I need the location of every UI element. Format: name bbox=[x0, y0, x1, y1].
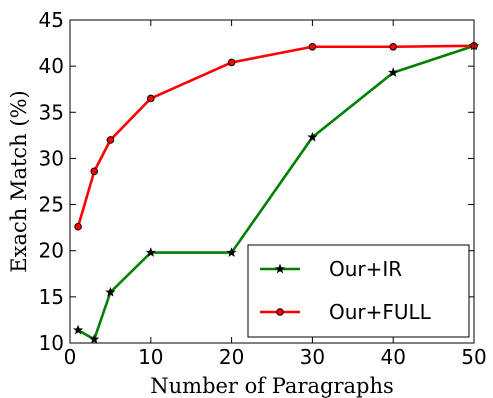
data-point bbox=[145, 247, 156, 257]
x-tick-label: 20 bbox=[219, 345, 244, 369]
series-1 bbox=[74, 42, 478, 231]
series-line bbox=[76, 44, 475, 228]
y-tick-label: 15 bbox=[39, 285, 64, 309]
legend-box bbox=[247, 244, 470, 338]
data-point bbox=[106, 136, 115, 144]
x-axis-title: Number of Paragraphs bbox=[150, 374, 394, 398]
y-tick-label: 35 bbox=[39, 100, 64, 124]
x-tick-label: 30 bbox=[300, 345, 325, 369]
y-tick-label: 30 bbox=[39, 146, 64, 170]
legend-item: Our+IR bbox=[260, 257, 402, 281]
legend-label: Our+IR bbox=[329, 257, 402, 281]
y-tick-label: 20 bbox=[39, 239, 64, 263]
legend-marker bbox=[276, 308, 284, 316]
series-line bbox=[77, 44, 475, 341]
y-tick-label: 40 bbox=[39, 54, 64, 78]
data-point bbox=[89, 333, 100, 344]
x-tick-label: 40 bbox=[380, 345, 405, 369]
data-point bbox=[90, 167, 99, 176]
y-axis-title: Exach Match (%) bbox=[7, 90, 31, 272]
data-point bbox=[389, 42, 398, 51]
series-layer bbox=[72, 40, 480, 344]
legend-marker bbox=[274, 263, 286, 274]
data-point bbox=[307, 131, 318, 142]
x-tick-label: 50 bbox=[461, 345, 486, 369]
x-tick-label: 0 bbox=[64, 345, 77, 369]
data-point bbox=[388, 67, 399, 77]
legend: Our+IR Our+FULL bbox=[247, 244, 470, 338]
data-point bbox=[227, 58, 236, 67]
legend-item: Our+FULL bbox=[260, 300, 432, 324]
data-point bbox=[226, 247, 237, 257]
y-tick-label: 25 bbox=[39, 193, 64, 217]
data-point bbox=[308, 42, 317, 51]
y-tick-label: 45 bbox=[39, 8, 64, 32]
data-point bbox=[72, 324, 84, 335]
legend-label: Our+FULL bbox=[329, 300, 432, 324]
data-point bbox=[105, 286, 116, 297]
y-tick-label: 10 bbox=[39, 331, 64, 355]
data-point bbox=[74, 222, 82, 231]
plot-frame bbox=[69, 19, 475, 344]
x-tick-label: 10 bbox=[138, 345, 163, 369]
data-point bbox=[147, 94, 155, 103]
